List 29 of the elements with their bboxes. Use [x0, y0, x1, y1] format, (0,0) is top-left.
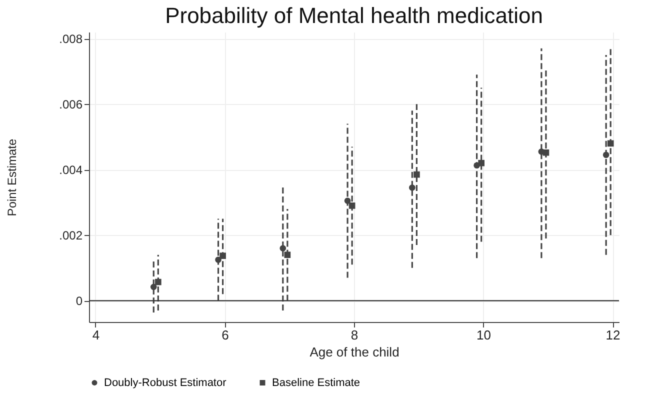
- point: [602, 152, 610, 158]
- y-axis-title: Point Estimate: [5, 138, 20, 216]
- point: [150, 284, 157, 290]
- x-tick-label: 10: [476, 328, 492, 342]
- x-tick-label: 8: [350, 328, 358, 342]
- point: [220, 252, 226, 259]
- y-tick-label: .002: [59, 228, 83, 243]
- legend-label: Baseline Estimate: [272, 376, 360, 389]
- point: [348, 202, 356, 209]
- x-tick-label: 4: [92, 328, 100, 342]
- y-tick-label: .008: [59, 32, 83, 46]
- x-tick-label: 12: [606, 328, 620, 342]
- legend-label: Doubly-Robust Estimator: [104, 376, 227, 389]
- chart-title: Probability of Mental health medication: [165, 3, 543, 28]
- point: [414, 171, 420, 178]
- y-tick-label: .006: [59, 98, 83, 112]
- point: [215, 256, 222, 263]
- x-axis-title: Age of the child: [310, 344, 400, 360]
- point: [344, 198, 351, 204]
- point: [607, 140, 614, 147]
- point: [409, 184, 416, 191]
- y-tick-label: .004: [59, 163, 83, 178]
- point: [284, 252, 291, 258]
- point: [478, 160, 484, 166]
- y-tick-label: 0: [76, 294, 83, 308]
- x-tick-label: 6: [222, 328, 229, 342]
- point: [280, 245, 286, 252]
- point: [154, 278, 162, 286]
- point: [542, 149, 550, 156]
